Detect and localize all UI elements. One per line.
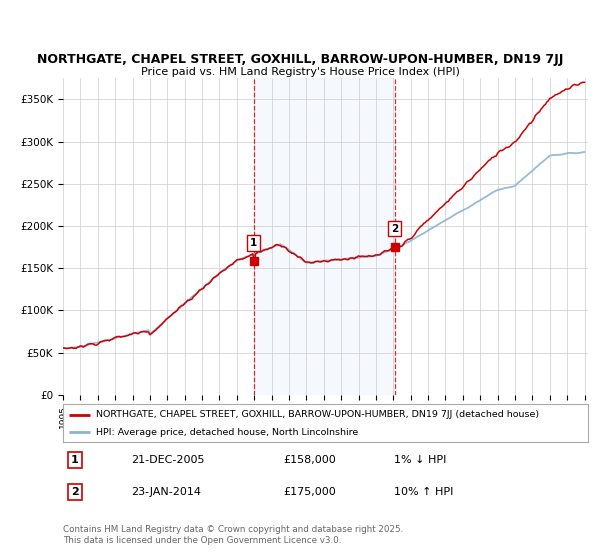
Text: £158,000: £158,000 [284, 455, 336, 465]
Text: 2: 2 [391, 223, 398, 234]
Text: Price paid vs. HM Land Registry's House Price Index (HPI): Price paid vs. HM Land Registry's House … [140, 67, 460, 77]
Text: NORTHGATE, CHAPEL STREET, GOXHILL, BARROW-UPON-HUMBER, DN19 7JJ: NORTHGATE, CHAPEL STREET, GOXHILL, BARRO… [37, 53, 563, 67]
Text: 21-DEC-2005: 21-DEC-2005 [131, 455, 205, 465]
Bar [254, 78, 395, 395]
Text: 2: 2 [71, 487, 79, 497]
Text: NORTHGATE, CHAPEL STREET, GOXHILL, BARROW-UPON-HUMBER, DN19 7JJ (detached house): NORTHGATE, CHAPEL STREET, GOXHILL, BARRO… [95, 410, 539, 419]
Text: HPI: Average price, detached house, North Lincolnshire: HPI: Average price, detached house, Nort… [95, 428, 358, 437]
Text: £175,000: £175,000 [284, 487, 336, 497]
Text: Contains HM Land Registry data © Crown copyright and database right 2025.
This d: Contains HM Land Registry data © Crown c… [63, 525, 403, 545]
Text: 1% ↓ HPI: 1% ↓ HPI [394, 455, 446, 465]
Text: 1: 1 [71, 455, 79, 465]
Text: 1: 1 [250, 238, 257, 248]
Text: 23-JAN-2014: 23-JAN-2014 [131, 487, 201, 497]
Text: 10% ↑ HPI: 10% ↑ HPI [394, 487, 453, 497]
